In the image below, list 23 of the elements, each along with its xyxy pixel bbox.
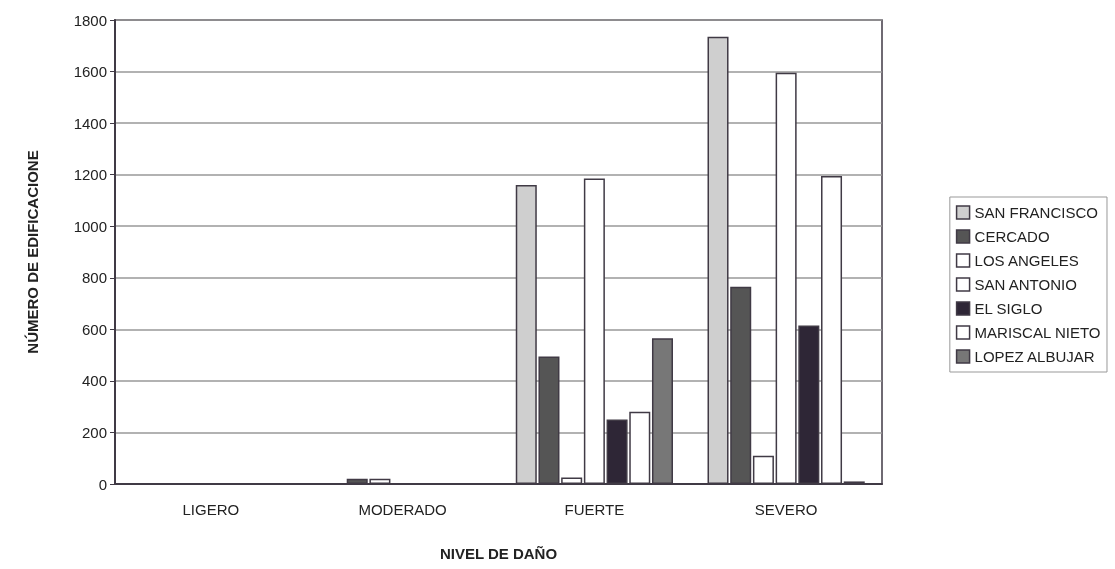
y-tick-label: 200 (81, 423, 107, 441)
y-tick-label: 600 (81, 320, 107, 338)
y-tick-label: 1400 (73, 114, 107, 132)
y-tick-label: 1000 (73, 217, 107, 235)
y-tick-label: 400 (81, 372, 107, 390)
x-tick-label: SEVERO (754, 501, 818, 518)
y-tick-label: 800 (81, 269, 107, 287)
x-tick-label: LIGERO (182, 501, 240, 518)
y-axis-title: NÚMERO DE EDIFICACIONE (24, 150, 41, 354)
legend-label: SAN FRANCISCO (974, 204, 1098, 221)
legend-label: MARISCAL NIETO (974, 324, 1101, 341)
legend-label: SAN ANTONIO (974, 276, 1077, 293)
legend-label: CERCADO (974, 228, 1050, 245)
y-tick-label: 1600 (73, 63, 107, 81)
x-axis-title: NIVEL DE DAÑO (439, 545, 558, 562)
x-tick-label: MODERADO (358, 501, 447, 518)
y-tick-label: 1200 (73, 166, 107, 184)
y-tick-label: 1800 (73, 11, 107, 29)
legend-label: LOPEZ ALBUJAR (974, 348, 1095, 365)
legend-label: EL SIGLO (974, 300, 1043, 317)
y-tick-label: 0 (98, 475, 107, 493)
x-tick-label: FUERTE (564, 501, 625, 518)
legend-label: LOS ANGELES (974, 252, 1079, 269)
